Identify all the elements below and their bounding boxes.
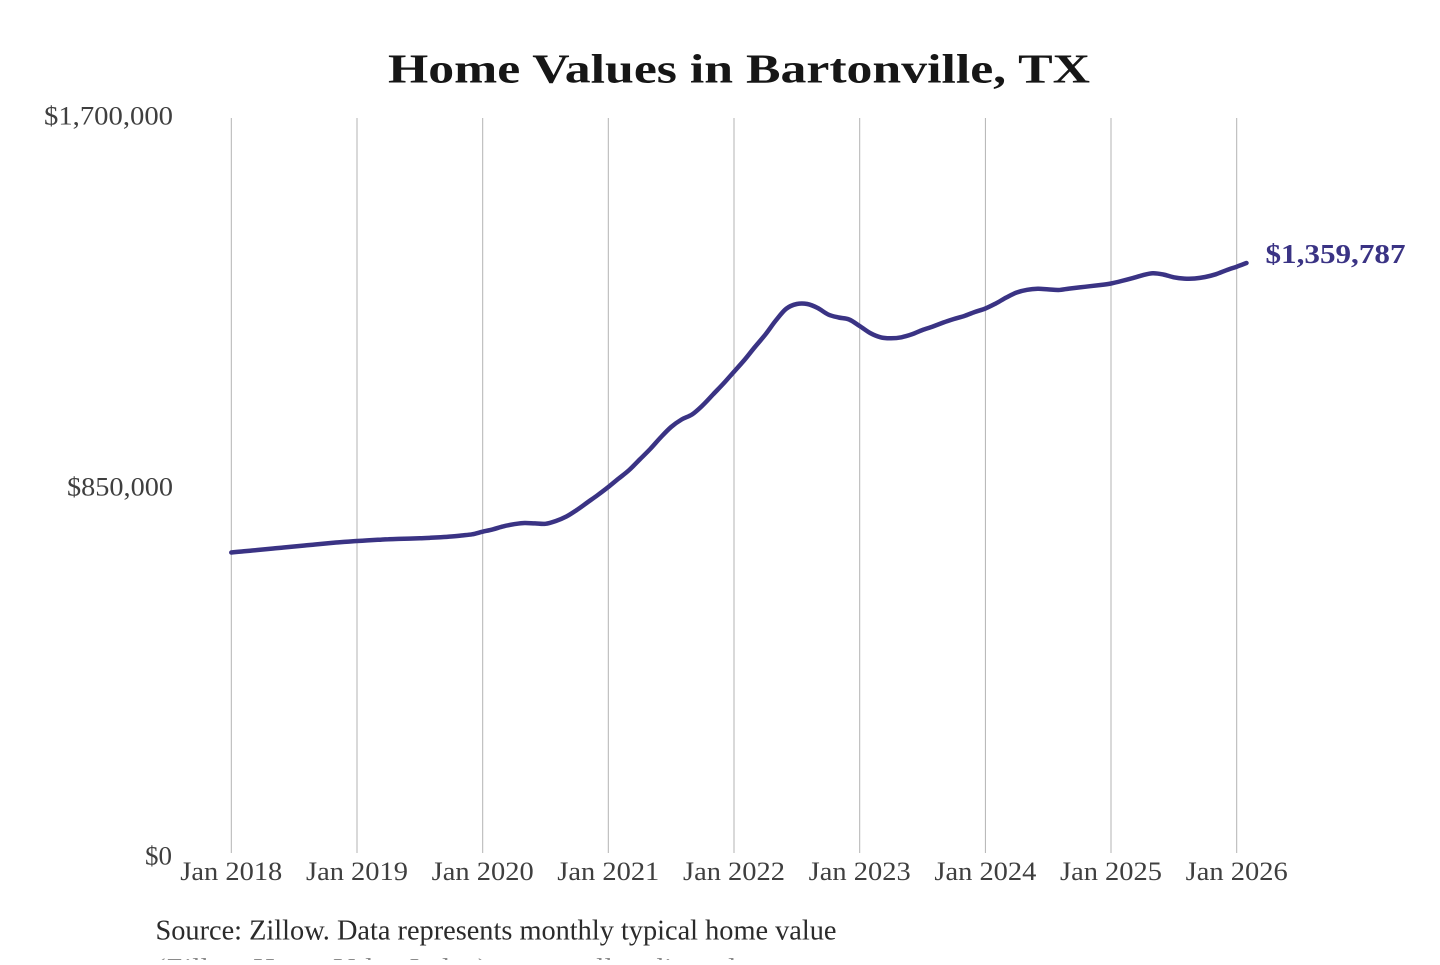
svg-text:$1,359,787: $1,359,787 (1266, 239, 1406, 269)
svg-text:Jan 2025: Jan 2025 (1060, 857, 1162, 886)
svg-text:$1,700,000: $1,700,000 (44, 101, 173, 130)
svg-text:$850,000: $850,000 (67, 473, 173, 502)
svg-text:Jan 2023: Jan 2023 (809, 857, 911, 886)
svg-text:(Zillow Home Value Index), sea: (Zillow Home Value Index), seasonally ad… (156, 953, 737, 960)
svg-text:Jan 2026: Jan 2026 (1186, 857, 1288, 886)
svg-text:Jan 2019: Jan 2019 (306, 857, 408, 886)
svg-text:Jan 2021: Jan 2021 (557, 857, 659, 886)
svg-text:Home Values in Bartonville, TX: Home Values in Bartonville, TX (388, 46, 1090, 92)
svg-text:Source: Zillow. Data represent: Source: Zillow. Data represents monthly … (156, 915, 837, 947)
svg-text:Jan 2024: Jan 2024 (934, 857, 1036, 886)
svg-text:Jan 2022: Jan 2022 (683, 857, 785, 886)
svg-text:Jan 2020: Jan 2020 (432, 857, 534, 886)
svg-text:$0: $0 (145, 842, 172, 871)
svg-text:Jan 2018: Jan 2018 (180, 857, 282, 886)
